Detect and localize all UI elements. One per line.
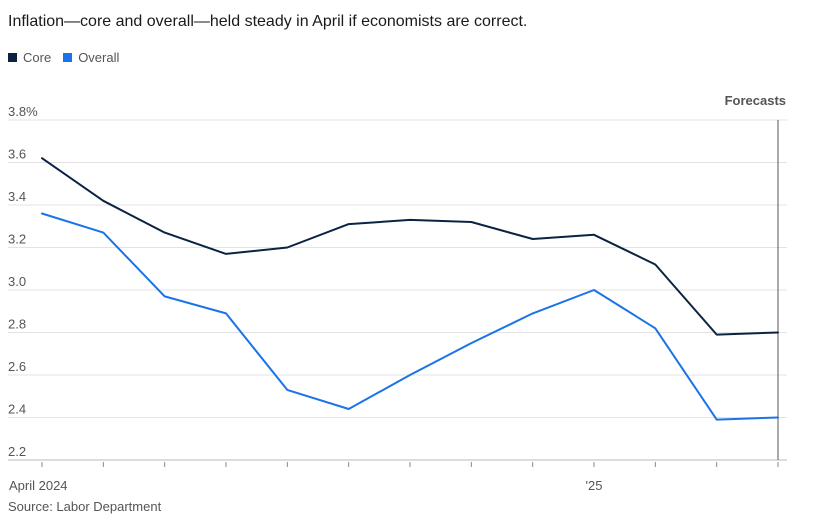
legend-swatch-core <box>8 53 17 62</box>
y-tick-label: 2.4 <box>8 402 26 417</box>
y-tick-label: 3.6 <box>8 147 26 162</box>
legend: Core Overall <box>8 50 119 65</box>
gridlines <box>8 119 787 461</box>
y-tick-label: 2.6 <box>8 359 26 374</box>
legend-label-overall: Overall <box>78 50 120 65</box>
x-tick-label: '25 <box>586 478 603 493</box>
forecast-label: Forecasts <box>725 93 786 108</box>
y-tick-label: 3.4 <box>8 189 26 204</box>
series-line-core <box>41 157 779 336</box>
legend-item-core: Core <box>8 50 51 65</box>
legend-label-core: Core <box>23 50 52 65</box>
legend-item-overall: Overall <box>63 50 119 65</box>
series-line-overall <box>41 212 779 421</box>
series-lines <box>41 157 779 421</box>
source-note: Source: Labor Department <box>8 499 162 514</box>
y-tick-label: 3.8% <box>8 104 38 119</box>
y-tick-label: 3.0 <box>8 274 26 289</box>
y-tick-label: 2.8 <box>8 317 26 332</box>
y-tick-label: 3.2 <box>8 232 26 247</box>
line-chart: 3.8% 3.6 3.4 3.2 3.0 2.8 2.6 2.4 2.2 April 2024 '… <box>8 93 787 493</box>
x-axis: April 2024 '25 <box>9 462 779 493</box>
y-tick-label: 2.2 <box>8 444 26 459</box>
x-tick-label: April 2024 <box>9 478 68 493</box>
forecast-marker: Forecasts <box>725 93 786 460</box>
y-axis-ticks: 3.8% 3.6 3.4 3.2 3.0 2.8 2.6 2.4 2.2 <box>8 104 38 459</box>
legend-swatch-overall <box>63 53 73 62</box>
chart-title: Inflation—core and overall—held steady i… <box>8 13 528 30</box>
